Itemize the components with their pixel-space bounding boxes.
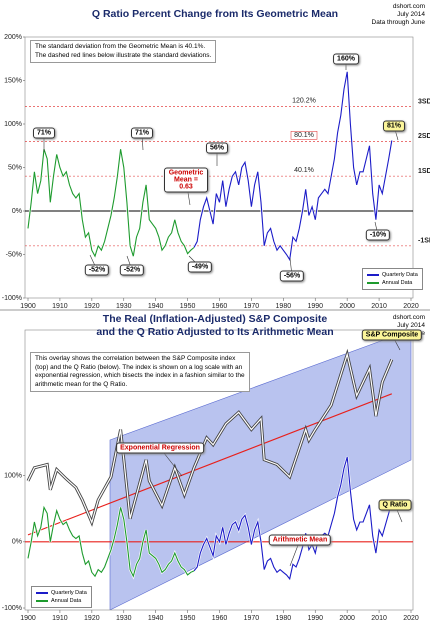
legend-swatch [36, 591, 48, 594]
source-line: July 2014 [397, 322, 425, 329]
y-tick-label: 0% [12, 208, 22, 215]
sd-name: 3SD [418, 98, 430, 105]
x-tick-label: 2020 [403, 303, 419, 310]
legend-swatch [367, 273, 379, 276]
callout: -10% [365, 229, 391, 241]
sd-label: 80.1% [294, 132, 314, 139]
legend-item: Quarterly Data [36, 589, 87, 597]
y-tick-label: -50% [6, 251, 22, 258]
series-line [27, 149, 195, 258]
sd-label: 120.2% [292, 97, 316, 104]
callout: Geometric Mean = 0.63 [164, 167, 208, 193]
sd-label-box [290, 131, 318, 140]
callout: 71% [32, 127, 56, 139]
x-tick-label: 1900 [20, 303, 36, 310]
callout: S&P Composite [361, 329, 423, 341]
source-line: dshort.com [392, 314, 425, 321]
x-tick-label: 2010 [371, 615, 387, 622]
legend: Quarterly Data Annual Data [362, 268, 423, 290]
x-tick-label: 1950 [180, 303, 196, 310]
x-tick-label: 1950 [180, 615, 196, 622]
chart-title: Q Ratio Percent Change from Its Geometri… [91, 8, 339, 20]
legend-item: Annual Data [367, 279, 418, 287]
x-tick-label: 2020 [403, 615, 419, 622]
x-tick-label: 2000 [339, 303, 355, 310]
x-tick-label: 1990 [307, 615, 323, 622]
x-tick-label: 1980 [276, 303, 292, 310]
x-tick-label: 1920 [84, 303, 100, 310]
callout: Arithmetic Mean [268, 534, 332, 546]
callout: Exponential Regression [116, 442, 204, 454]
x-tick-label: 2000 [339, 615, 355, 622]
series-halo [26, 148, 195, 260]
callout: 71% [130, 127, 154, 139]
sd-label: 40.1% [294, 167, 314, 174]
x-tick-label: 1960 [212, 615, 228, 622]
y-tick-label: -100% [2, 295, 22, 302]
x-tick-label: 1930 [116, 303, 132, 310]
x-tick-label: 1940 [148, 615, 164, 622]
x-tick-label: 1970 [244, 615, 260, 622]
y-tick-label: 0% [12, 539, 22, 546]
x-tick-label: 1910 [52, 303, 68, 310]
y-tick-label: 200% [4, 34, 22, 41]
y-tick-label: 100% [4, 472, 22, 479]
chart-title: and the Q Ratio Adjusted to Its Arithmet… [96, 326, 334, 338]
callout: 56% [205, 142, 229, 154]
x-tick-label: 1900 [20, 615, 36, 622]
legend-swatch [367, 281, 379, 284]
y-tick-label: -100% [2, 605, 22, 612]
callout: Q Ratio [378, 499, 412, 511]
legend-swatch [36, 599, 48, 602]
note-box: This overlay shows the correlation betwe… [30, 352, 250, 392]
y-tick-label: 100% [4, 121, 22, 128]
series-line [193, 71, 393, 262]
source-line: Data through June [371, 19, 425, 26]
note-line: The dashed red lines below illustrate th… [35, 51, 212, 59]
note-line: This overlay shows the correlation betwe… [35, 355, 236, 362]
x-tick-label: 1940 [148, 303, 164, 310]
series-line [193, 456, 393, 581]
legend-label: Quarterly Data [51, 590, 87, 596]
series-line [27, 505, 195, 578]
note-box: The standard deviation from the Geometri… [30, 40, 217, 63]
x-tick-label: 1930 [116, 615, 132, 622]
note-line: The standard deviation from the Geometri… [35, 43, 206, 50]
note-line: exponential regression, which bisects th… [35, 372, 245, 379]
legend-label: Annual Data [51, 598, 82, 604]
x-tick-label: 1980 [276, 615, 292, 622]
note-line: arithmetic mean for the Q Ratio. [35, 380, 128, 388]
callout: -56% [279, 270, 305, 282]
source-line: July 2014 [397, 11, 425, 18]
x-tick-label: 1960 [212, 303, 228, 310]
note-line: (top) and the Q Ratio (below). The index… [35, 363, 243, 371]
x-tick-label: 1970 [244, 303, 260, 310]
callout: 81% [382, 120, 406, 132]
legend-label: Annual Data [382, 280, 413, 286]
source-line: dshort.com [392, 3, 425, 10]
legend-item: Quarterly Data [367, 271, 418, 279]
y-tick-label: 50% [8, 164, 22, 171]
chart-title: The Real (Inflation-Adjusted) S&P Compos… [102, 313, 328, 325]
sd-name: -1SD [418, 238, 430, 245]
callout: -52% [119, 264, 145, 276]
callout: -52% [84, 264, 110, 276]
x-tick-label: 1910 [52, 615, 68, 622]
legend-label: Quarterly Data [382, 272, 418, 278]
callout: -49% [187, 261, 213, 273]
y-tick-label: 150% [4, 77, 22, 84]
legend: Quarterly Data Annual Data [31, 586, 92, 608]
plot-frame [24, 329, 414, 611]
x-tick-label: 1990 [307, 303, 323, 310]
x-tick-label: 2010 [371, 303, 387, 310]
callout: 160% [333, 53, 359, 65]
x-tick-label: 1920 [84, 615, 100, 622]
legend-item: Annual Data [36, 597, 87, 605]
sd-name: 2SD [418, 133, 430, 140]
sd-name: 1SD [418, 168, 430, 175]
